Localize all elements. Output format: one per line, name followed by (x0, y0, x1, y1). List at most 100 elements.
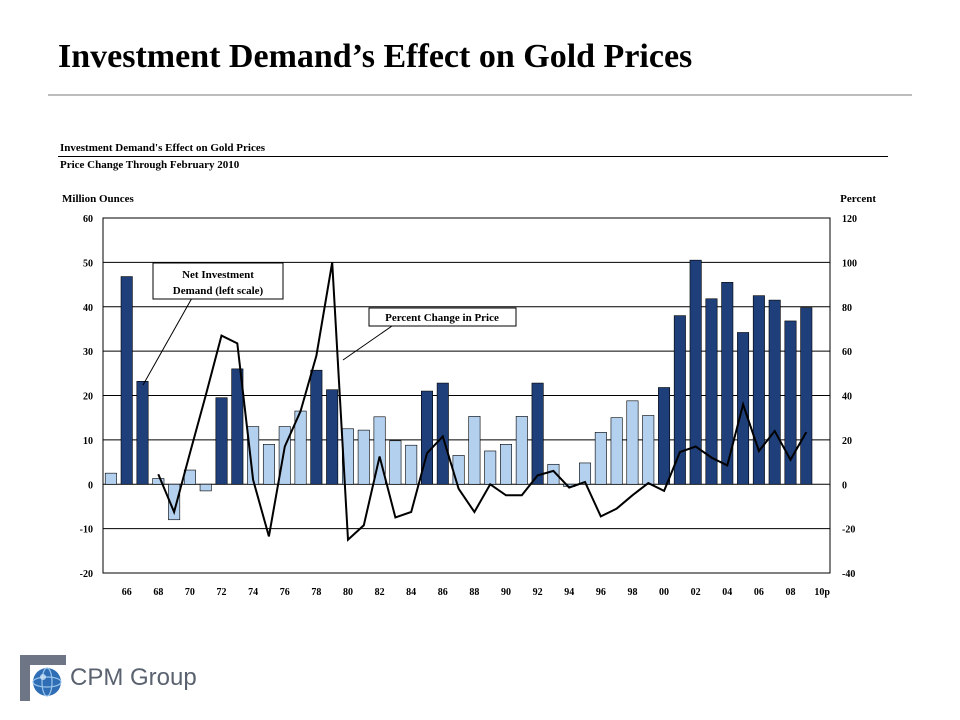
bar (673, 315, 686, 485)
x-tick-label: 74 (248, 587, 258, 598)
left-tick-label: 30 (83, 347, 93, 358)
bar (436, 382, 449, 485)
bar (626, 400, 639, 485)
x-tick-label: 04 (722, 587, 732, 598)
x-tick-label: 90 (501, 587, 511, 598)
right-tick-label: 60 (842, 347, 852, 358)
x-tick-label: 06 (754, 587, 764, 598)
left-tick-label: 10 (83, 436, 93, 447)
x-tick-label: 76 (280, 587, 290, 598)
line-series (157, 262, 808, 542)
x-tick-label: 86 (438, 587, 448, 598)
price-change-line (157, 262, 808, 542)
plot-area-border (102, 217, 831, 574)
bar (515, 416, 528, 485)
bar (326, 389, 339, 485)
page-title: Investment Demand’s Effect on Gold Price… (58, 38, 693, 75)
left-tick-label: 40 (83, 303, 93, 314)
bar (800, 307, 813, 485)
bar-series (104, 259, 813, 521)
bar (373, 416, 386, 485)
bar (420, 390, 433, 485)
right-tick-label: -40 (842, 569, 855, 580)
bar-label-line2: Demand (left scale) (173, 285, 264, 297)
bar (547, 463, 560, 485)
right-tick-label: -20 (842, 525, 855, 536)
cpm-logo-icon (20, 655, 66, 701)
x-tick-label: 68 (153, 587, 163, 598)
x-tick-label: 78 (311, 587, 321, 598)
title-divider (48, 94, 912, 96)
x-tick-label: 88 (469, 587, 479, 598)
bar (689, 259, 702, 485)
bar-label-pointer (142, 297, 193, 386)
bar (658, 387, 671, 485)
bar (705, 298, 718, 485)
bar (215, 397, 228, 485)
bar (247, 426, 260, 485)
bar (278, 426, 291, 485)
bar (642, 415, 655, 485)
chart-subtitle: Price Change Through February 2010 (60, 159, 240, 171)
left-tick-label: -10 (80, 525, 93, 536)
x-tick-label: 92 (533, 587, 543, 598)
left-tick-label: 0 (88, 480, 93, 491)
bar (500, 444, 513, 485)
right-tick-label: 0 (842, 480, 847, 491)
line-label-pointer (342, 325, 393, 361)
bar (594, 432, 607, 485)
bar (468, 416, 481, 485)
left-tick-label: 50 (83, 258, 93, 269)
chart-title: Investment Demand's Effect on Gold Price… (60, 142, 266, 154)
left-axis-label: Million Ounces (62, 193, 135, 205)
x-tick-label: 98 (627, 587, 637, 598)
bar (721, 282, 734, 485)
x-tick-label: 96 (596, 587, 606, 598)
right-tick-label: 100 (842, 258, 857, 269)
left-tick-label: -20 (80, 569, 93, 580)
bar (452, 455, 465, 485)
x-tick-label: 72 (217, 587, 227, 598)
bar (120, 276, 133, 485)
bar (752, 295, 765, 485)
bar (104, 472, 117, 485)
bar (310, 369, 323, 485)
x-tick-label: 08 (785, 587, 795, 598)
x-tick-label: 70 (185, 587, 195, 598)
bar (768, 299, 781, 485)
bar (231, 368, 244, 485)
bar (199, 483, 212, 492)
left-tick-label: 60 (83, 214, 93, 225)
right-tick-label: 40 (842, 392, 852, 403)
x-tick-label: 10p (814, 587, 830, 598)
bar (531, 382, 544, 485)
line-label: Percent Change in Price (385, 312, 499, 324)
right-tick-label: 20 (842, 436, 852, 447)
right-tick-label: 80 (842, 303, 852, 314)
right-axis-label: Percent (840, 193, 876, 205)
x-tick-label: 94 (564, 587, 574, 598)
axis-ticks: -20-100102030405060-40-20020406080100120… (80, 214, 857, 598)
bar (262, 444, 275, 485)
grid-lines (103, 261, 830, 530)
x-tick-label: 84 (406, 587, 416, 598)
line-label-box (368, 307, 517, 327)
bar (389, 440, 402, 485)
bar (405, 444, 418, 485)
x-tick-label: 66 (122, 587, 132, 598)
company-logo-text: CPM Group (70, 664, 197, 691)
bar (484, 450, 497, 485)
bar (136, 380, 149, 485)
bar (784, 320, 797, 485)
right-tick-label: 120 (842, 214, 857, 225)
bar (168, 483, 181, 521)
x-tick-label: 82 (375, 587, 385, 598)
bar (610, 417, 623, 485)
x-tick-label: 80 (343, 587, 353, 598)
bar-label-box (152, 262, 284, 300)
x-tick-label: 02 (691, 587, 701, 598)
bar (357, 429, 370, 485)
x-tick-label: 00 (659, 587, 669, 598)
left-tick-label: 20 (83, 392, 93, 403)
